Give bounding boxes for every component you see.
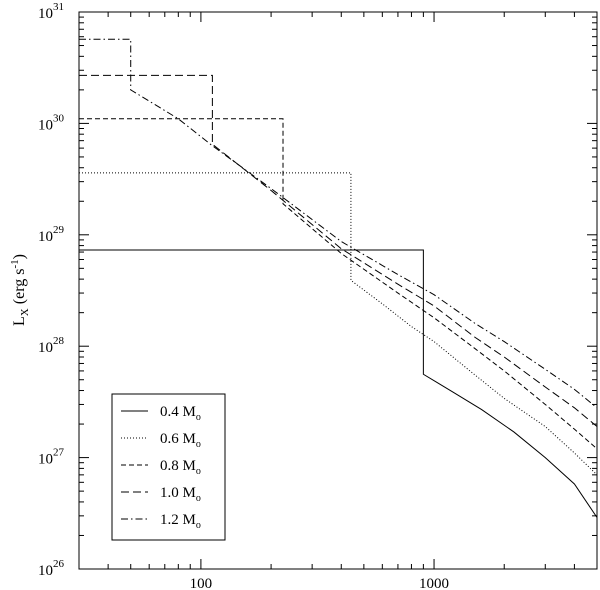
legend: 0.4 Mo 0.6 Mo 0.8 Mo 1.0 Mo 1.2 Mo <box>111 393 226 541</box>
y-tick-label: 1029 <box>38 224 65 245</box>
y-tick-label: 1031 <box>38 1 64 22</box>
y-axis-label-main: L <box>11 316 28 326</box>
y-axis-label-close: ) <box>11 254 28 259</box>
y-tick-label: 1030 <box>38 112 65 133</box>
legend-label-1: 0.4 Mo <box>160 404 201 423</box>
y-tick-label: 1026 <box>38 558 65 579</box>
legend-label-4: 1.0 Mo <box>160 485 201 504</box>
y-axis-label-open: (erg s <box>11 269 28 309</box>
x-tick-label: 1000 <box>419 576 449 590</box>
y-axis-label: LX (erg s-1) <box>9 254 31 326</box>
series-line-3 <box>79 118 598 450</box>
y-axis: 1026 1027 1028 1029 1030 1031 <box>38 1 597 579</box>
legend-box <box>111 393 226 541</box>
plot-lines <box>79 38 598 518</box>
y-axis-label-exp: -1 <box>9 259 21 268</box>
y-tick-label: 1027 <box>38 447 65 468</box>
series-line-1 <box>79 249 598 518</box>
plot-frame <box>78 11 598 570</box>
legend-label-3: 0.8 Mo <box>160 458 201 477</box>
x-tick-label: 100 <box>190 576 213 590</box>
series-line-4 <box>79 74 598 427</box>
legend-label-5: 1.2 Mo <box>160 512 201 531</box>
y-tick-label: 1028 <box>38 335 65 356</box>
y-axis-label-sub: X <box>19 308 31 316</box>
series-line-5 <box>79 38 598 409</box>
x-axis: 100 1000 <box>78 12 598 590</box>
legend-label-2: 0.6 Mo <box>160 431 201 450</box>
